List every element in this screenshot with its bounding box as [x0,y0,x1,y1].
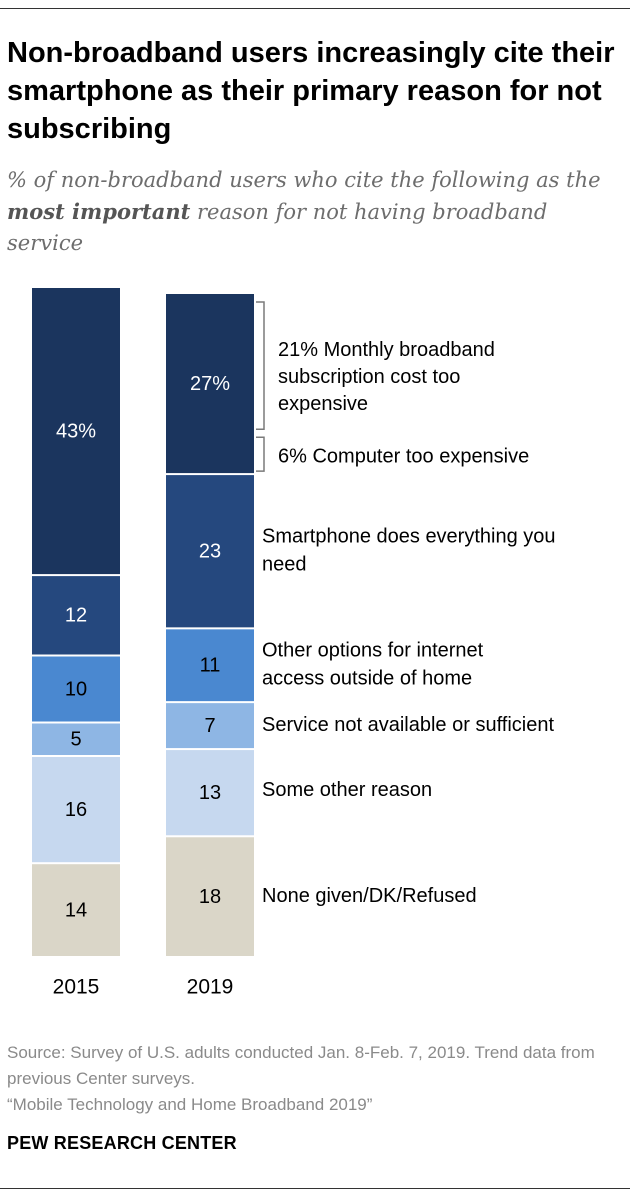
data-label-2015-5: 16 [65,799,87,821]
cost-breakdown-label-1-line-2: subscription cost too [278,366,460,388]
subtitle-suffix: reason for not having broadband service [7,200,548,255]
bar-segment-2015-5 [32,757,120,863]
bar-segment-2019-2 [166,475,254,628]
subtitle-prefix: % of non-broadband users who cite the fo… [7,168,601,192]
top-rule [0,8,630,9]
subtitle-emphasis: most important [7,199,191,224]
bar-segment-2015-3 [32,656,120,722]
report-title: “Mobile Technology and Home Broadband 20… [7,1095,373,1114]
bar-segment-2019-6 [166,837,254,956]
stacked-bar-chart: 43% 12 10 5 16 14 2015 27% 23 11 7 13 18 2019 Smartpho… [32,288,556,999]
x-tick-label-2015: 2015 [53,976,100,999]
bar-segment-2019-5 [166,750,254,836]
data-label-2015-4: 5 [70,729,81,751]
series-label-5: None given/DK/Refused [262,885,477,907]
data-label-2019-4: 7 [204,715,215,737]
data-label-2019-1: 27% [190,373,230,395]
cost-breakdown-label-1-line-1: 21% Monthly broadband [278,339,495,361]
data-label-2019-2: 23 [199,541,221,563]
chart-subtitle: % of non-broadband users who cite the fo… [7,165,617,259]
bar-segment-2015-6 [32,864,120,956]
data-label-2015-6: 14 [65,899,87,921]
series-label-1-line-2: need [262,554,307,576]
source-note: Source: Survey of U.S. adults conducted … [7,1040,617,1118]
data-label-2015-2: 12 [65,605,87,627]
data-label-2019-6: 18 [199,886,221,908]
series-label-1-line-1: Smartphone does everything you [262,526,556,548]
data-label-2015-3: 10 [65,678,87,700]
x-tick-label-2019: 2019 [187,976,234,999]
series-label-3: Service not available or sufficient [262,714,554,736]
pew-logo-text: PEW RESEARCH CENTER [7,1133,237,1153]
bar-segment-2019-4 [166,703,254,749]
data-label-2019-3: 11 [200,655,221,677]
chart-title: Non-broadband users increasingly cite th… [7,37,615,145]
bar-segment-2015-2 [32,576,120,655]
bar-segment-2019-3 [166,629,254,702]
data-label-2015-1: 43% [56,420,96,442]
bracket-computer-cost [256,436,265,472]
data-label-2019-5: 13 [199,782,221,804]
bar-segment-2015-1 [32,288,120,575]
series-label-2-line-1: Other options for internet [262,640,484,662]
source-line: Source: Survey of U.S. adults conducted … [7,1043,595,1088]
bottom-rule [0,1188,630,1189]
bracket-monthly-cost [256,301,265,431]
bar-segment-2019-1 [166,294,254,474]
cost-breakdown-label-2: 6% Computer too expensive [278,445,529,467]
series-label-2-line-2: access outside of home [262,668,472,690]
series-label-4: Some other reason [262,779,432,801]
cost-breakdown-label-1-line-3: expensive [278,393,368,415]
bar-segment-2015-4 [32,723,120,755]
